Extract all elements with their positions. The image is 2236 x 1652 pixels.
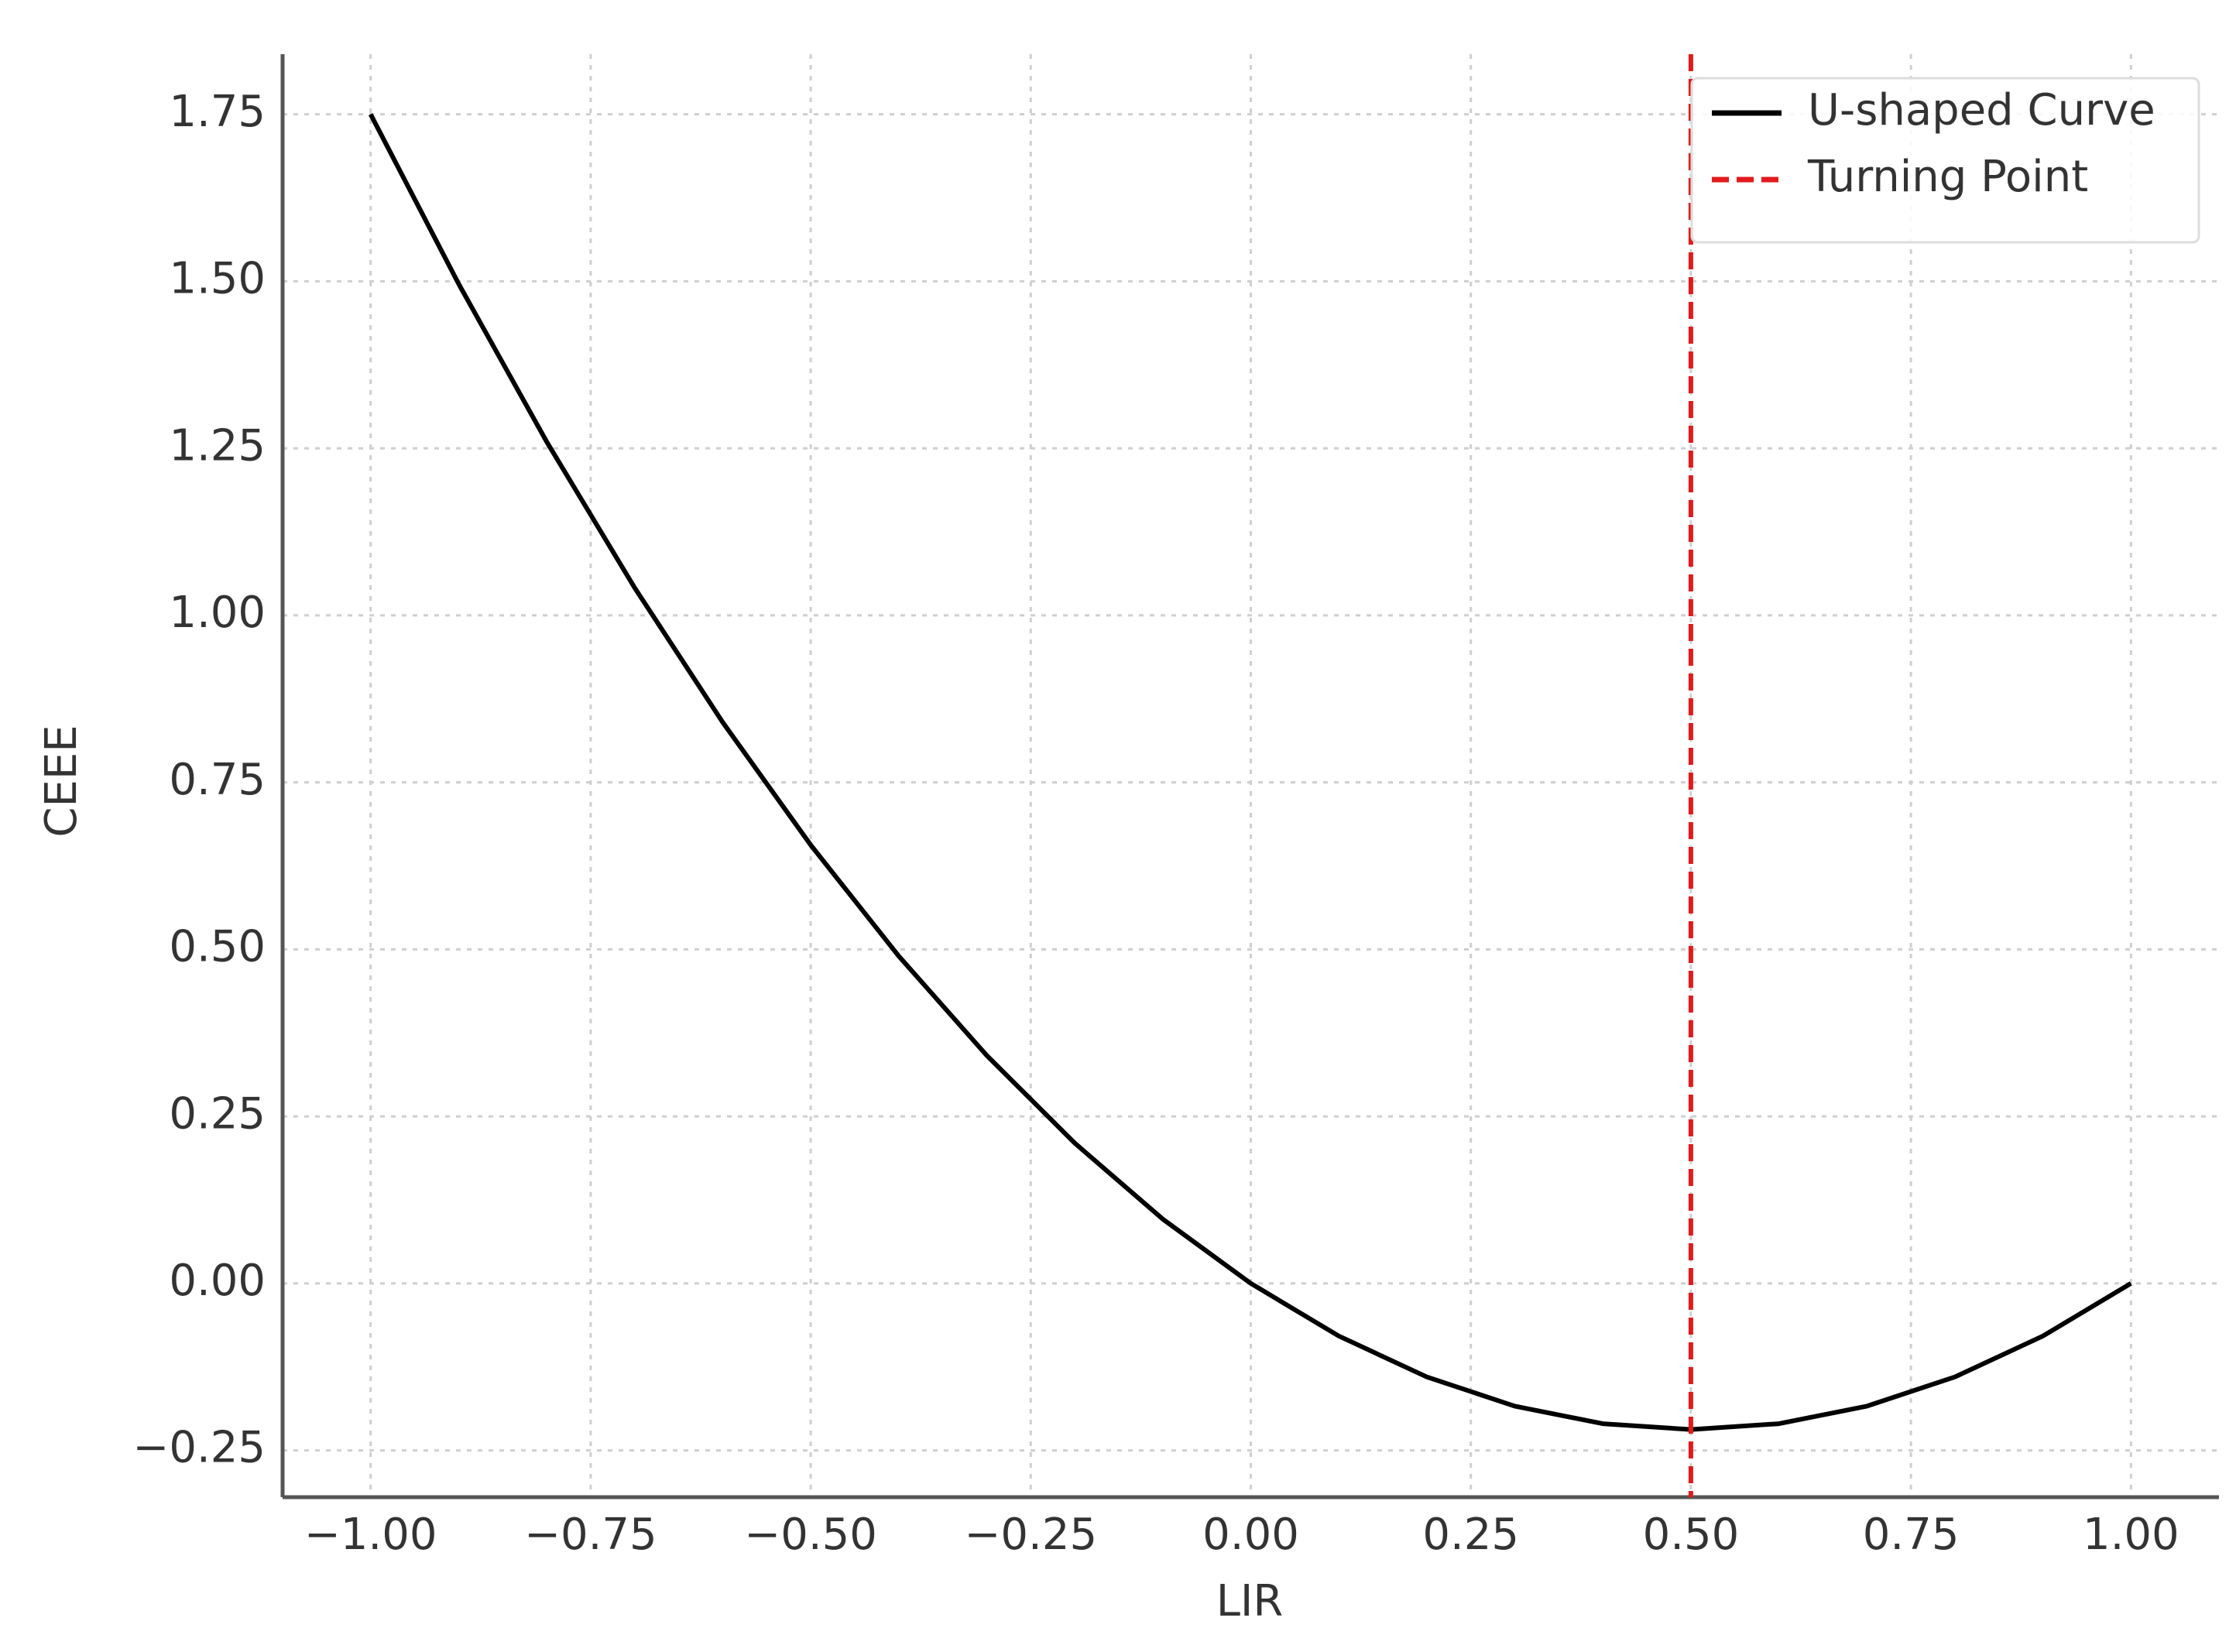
line-series: [369, 113, 2132, 1432]
y-tick-label: 1.25: [169, 420, 266, 471]
x-tick-label: −0.25: [964, 1510, 1097, 1560]
y-tick-label: 0.50: [169, 922, 266, 972]
y-tick-label: −0.25: [132, 1423, 266, 1473]
y-tick-label: 1.50: [169, 254, 266, 304]
legend-box: [1690, 77, 2200, 244]
x-tick-label: 0.00: [1202, 1510, 1299, 1560]
x-tick-label: −0.50: [744, 1510, 877, 1560]
y-tick-label: 0.75: [169, 755, 266, 805]
legend-label: U-shaped Curve: [1808, 85, 2155, 135]
y-tick-label: 0.25: [169, 1088, 266, 1139]
x-tick-label: 0.75: [1863, 1510, 1960, 1560]
x-tick-label: 0.50: [1643, 1510, 1740, 1560]
x-tick-label: 1.00: [2083, 1510, 2179, 1560]
y-tick-label: 1.00: [169, 588, 266, 638]
y-tick-label: 0.00: [169, 1256, 266, 1306]
x-axis-label: LIR: [1216, 1576, 1284, 1626]
x-tick-label: 0.25: [1422, 1510, 1519, 1560]
y-axis-label: CEEE: [36, 725, 87, 837]
x-tick-label: −1.00: [304, 1510, 437, 1560]
x-tick-label: −0.75: [524, 1510, 657, 1560]
legend-label: Turning Point: [1807, 152, 2088, 202]
y-tick-label: 1.75: [169, 87, 266, 137]
legend: U-shaped Curve Turning Point: [1690, 77, 2200, 244]
